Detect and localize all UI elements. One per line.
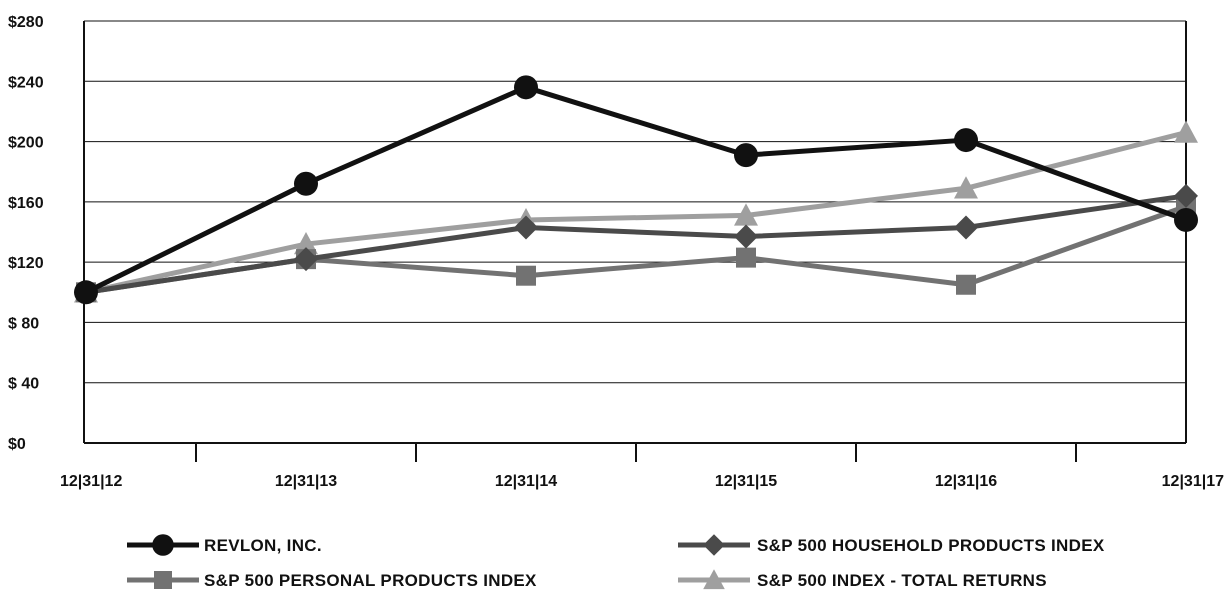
series-line bbox=[84, 84, 1187, 295]
square-marker bbox=[154, 571, 172, 589]
legend: REVLON, INC. S&P 500 HOUSEHOLD PRODUCTS I… bbox=[127, 534, 1105, 590]
legend-label: REVLON, INC. bbox=[204, 536, 322, 555]
x-tick-label: 12|31|16 bbox=[935, 473, 997, 490]
legend-label: S&P 500 INDEX - TOTAL RETURNS bbox=[757, 571, 1047, 590]
x-tick-label: 12|31|15 bbox=[715, 473, 777, 490]
triangle-marker bbox=[294, 232, 318, 255]
legend-item: S&P 500 HOUSEHOLD PRODUCTS INDEX bbox=[678, 534, 1105, 556]
triangle-marker bbox=[703, 569, 725, 590]
x-tick-labels: 12|31|12 12|31|13 12|31|14 12|31|15 12|31|16… bbox=[60, 473, 1224, 490]
circle-marker bbox=[294, 171, 318, 196]
diamond-marker bbox=[514, 215, 538, 240]
y-tick-label: $120 bbox=[8, 255, 44, 272]
y-tick-label: $240 bbox=[8, 74, 44, 91]
diamond-marker bbox=[703, 534, 725, 556]
series-0 bbox=[74, 75, 1198, 305]
triangle-marker bbox=[954, 176, 978, 199]
diamond-marker bbox=[294, 247, 318, 272]
y-tick-label: $280 bbox=[8, 14, 44, 31]
circle-marker bbox=[1174, 207, 1198, 232]
y-tick-label: $ 40 bbox=[8, 376, 39, 393]
triangle-marker bbox=[734, 203, 758, 226]
diamond-marker bbox=[954, 215, 978, 240]
series bbox=[74, 75, 1198, 305]
y-tick-labels: $0 $ 40 $ 80 $120 $160 $200 $240 $280 bbox=[8, 14, 44, 453]
y-tick-label: $ 80 bbox=[8, 315, 39, 332]
circle-marker bbox=[152, 534, 174, 556]
legend-item: S&P 500 PERSONAL PRODUCTS INDEX bbox=[127, 571, 537, 590]
triangle-marker bbox=[1174, 120, 1198, 143]
circle-marker bbox=[74, 280, 98, 305]
square-marker bbox=[956, 274, 976, 295]
series-line bbox=[85, 193, 1187, 295]
y-tick-label: $160 bbox=[8, 195, 44, 212]
y-tick-label: $0 bbox=[8, 436, 26, 453]
square-marker bbox=[516, 265, 536, 286]
axes bbox=[83, 21, 1187, 462]
series-3 bbox=[74, 120, 1198, 303]
x-tick-label: 12|31|13 bbox=[275, 473, 337, 490]
square-marker bbox=[736, 247, 756, 268]
diamond-marker bbox=[734, 224, 758, 249]
x-tick-label: 12|31|14 bbox=[495, 473, 557, 490]
diamond-marker bbox=[1174, 183, 1198, 208]
circle-marker bbox=[954, 128, 978, 153]
y-tick-label: $200 bbox=[8, 135, 44, 152]
legend-label: S&P 500 PERSONAL PRODUCTS INDEX bbox=[204, 571, 537, 590]
circle-marker bbox=[514, 75, 538, 100]
legend-item: REVLON, INC. bbox=[127, 534, 322, 556]
x-tick-label: 12|31|12 bbox=[60, 473, 122, 490]
circle-marker bbox=[734, 143, 758, 168]
series-line bbox=[85, 130, 1187, 295]
legend-item: S&P 500 INDEX - TOTAL RETURNS bbox=[678, 569, 1047, 590]
x-tick-label: 12|31|17 bbox=[1162, 473, 1224, 490]
legend-label: S&P 500 HOUSEHOLD PRODUCTS INDEX bbox=[757, 536, 1105, 555]
gridlines bbox=[84, 20, 1186, 384]
